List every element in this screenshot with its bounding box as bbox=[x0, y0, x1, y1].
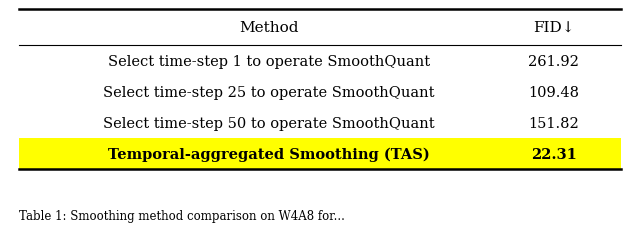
Text: Temporal-aggregated Smoothing (TAS): Temporal-aggregated Smoothing (TAS) bbox=[108, 147, 429, 161]
Text: 22.31: 22.31 bbox=[531, 147, 577, 161]
Text: Select time-step 25 to operate SmoothQuant: Select time-step 25 to operate SmoothQua… bbox=[103, 85, 435, 99]
Text: 261.92: 261.92 bbox=[528, 54, 579, 68]
Text: Select time-step 50 to operate SmoothQuant: Select time-step 50 to operate SmoothQua… bbox=[103, 116, 435, 130]
Bar bbox=[19, 139, 621, 169]
Text: FID↓: FID↓ bbox=[533, 21, 574, 35]
Text: 151.82: 151.82 bbox=[528, 116, 579, 130]
Text: Table 1: Smoothing method comparison on W4A8 for...: Table 1: Smoothing method comparison on … bbox=[19, 209, 345, 222]
Text: Method: Method bbox=[239, 21, 298, 35]
Text: 109.48: 109.48 bbox=[528, 85, 579, 99]
Text: Select time-step 1 to operate SmoothQuant: Select time-step 1 to operate SmoothQuan… bbox=[108, 54, 430, 68]
